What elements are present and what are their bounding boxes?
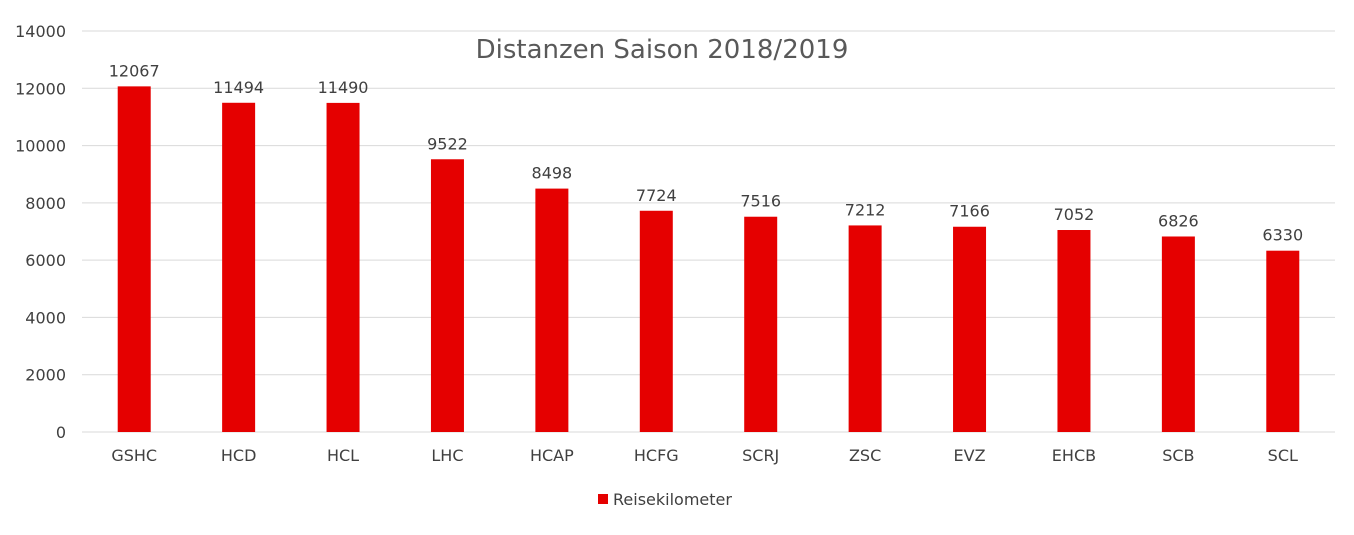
x-tick-label: LHC [431, 446, 463, 465]
data-label: 6826 [1158, 211, 1199, 230]
data-label: 6330 [1262, 226, 1303, 245]
bar [535, 188, 569, 432]
x-axis-tick-labels: GSHC HCD HCL LHC HCAP HCFG SCRJ ZSC EVZ EHCB SCB SC… [111, 446, 1298, 465]
y-tick-label: 6000 [25, 251, 66, 270]
bar [222, 102, 256, 433]
bar [953, 226, 987, 432]
data-label: 7212 [845, 200, 886, 219]
x-tick-label: HCAP [530, 446, 574, 465]
y-axis-tick-labels: 0 2000 4000 6000 8000 10000 12000 14000 [15, 22, 66, 442]
data-label: 8498 [532, 164, 573, 183]
x-tick-label: SCRJ [742, 446, 779, 465]
data-labels: 12067 11494 11490 9522 8498 7724 7516 7212 7166 7… [109, 61, 1303, 244]
x-tick-label: EVZ [954, 446, 986, 465]
bar [430, 159, 464, 433]
x-tick-label: HCFG [634, 446, 679, 465]
data-label: 9522 [427, 134, 468, 153]
bar [639, 210, 673, 432]
data-label: 7724 [636, 186, 677, 205]
x-tick-label: EHCB [1052, 446, 1096, 465]
y-tick-label: 12000 [15, 79, 66, 98]
bar [326, 102, 360, 433]
data-label: 7516 [740, 192, 781, 211]
chart-title: Distanzen Saison 2018/2019 [476, 35, 849, 65]
data-label: 11490 [318, 78, 369, 97]
y-tick-label: 2000 [25, 366, 66, 385]
y-tick-label: 4000 [25, 308, 66, 327]
legend-swatch [598, 494, 608, 504]
bar [848, 225, 882, 432]
bar [744, 216, 778, 432]
data-label: 12067 [109, 61, 160, 80]
y-tick-label: 8000 [25, 194, 66, 213]
bar [1266, 250, 1300, 432]
x-tick-label: SCL [1268, 446, 1298, 465]
bar [117, 86, 151, 433]
bar [1057, 230, 1091, 432]
y-tick-label: 0 [56, 423, 66, 442]
y-tick-label: 14000 [15, 22, 66, 41]
bars [117, 86, 1300, 433]
x-tick-label: SCB [1162, 446, 1194, 465]
y-tick-label: 10000 [15, 137, 66, 156]
legend: Reisekilometer [598, 490, 732, 509]
data-label: 11494 [213, 78, 264, 97]
x-tick-label: GSHC [111, 446, 157, 465]
legend-label: Reisekilometer [613, 490, 732, 509]
bar [1161, 236, 1195, 432]
x-tick-label: ZSC [849, 446, 881, 465]
gridlines [82, 30, 1335, 433]
data-label: 7052 [1054, 205, 1095, 224]
data-label: 7166 [949, 202, 990, 221]
x-tick-label: HCL [327, 446, 359, 465]
x-tick-label: HCD [221, 446, 257, 465]
